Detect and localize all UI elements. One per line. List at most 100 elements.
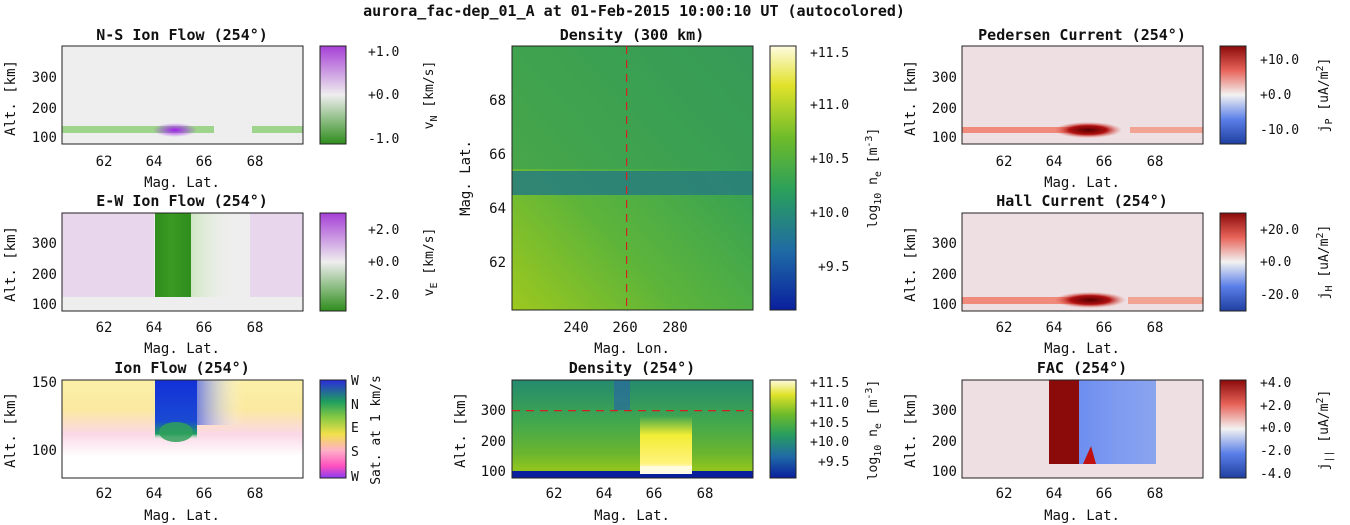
d254-panel-title: Density (254°) — [569, 359, 695, 377]
ew-xtick-label: 66 — [196, 320, 213, 336]
ew-ytick-label: 200 — [32, 267, 57, 283]
d300-cbar-tick: +9.5 — [818, 260, 849, 275]
fac-panel: FAC (254°) Alt. [km] Mag. Lat. 100 200 3… — [903, 359, 1335, 524]
hall-ytick-label: 200 — [932, 267, 957, 283]
d300-cbar-tick: +11.5 — [810, 46, 849, 61]
d254-xtick-label: 66 — [646, 486, 663, 502]
d254-xtick-label: 64 — [596, 486, 613, 502]
ew-xtick-label: 68 — [247, 320, 264, 336]
ew-xtick-label: 64 — [146, 320, 163, 336]
d254-cbar-tick: +10.0 — [810, 435, 849, 450]
flow-cbar-tick: S — [351, 445, 359, 460]
ew-ion-flow-panel: E-W Ion Flow (254°) Alt. [km] Mag. Lat. … — [3, 192, 440, 357]
fac-red-column — [1049, 380, 1079, 464]
ped-ylabel: Alt. [km] — [903, 60, 919, 136]
ns-ytick-label: 100 — [32, 130, 57, 146]
ew-green-column — [155, 213, 191, 297]
ns-cbar-tick: +1.0 — [368, 45, 399, 60]
ped-red-band-right — [1130, 127, 1203, 133]
d254-ytick-label: 300 — [481, 403, 506, 419]
ew-cbar-tick: -2.0 — [368, 288, 399, 303]
d254-bottom-bright — [640, 466, 692, 474]
ped-cbar-tick: +10.0 — [1260, 53, 1299, 68]
hall-cbar-tick: +20.0 — [1260, 223, 1299, 238]
hall-xtick-label: 64 — [1046, 320, 1063, 336]
d300-colorbar — [769, 45, 797, 311]
fac-ytick-label: 200 — [932, 434, 957, 450]
ped-ytick-label: 200 — [932, 101, 957, 117]
fac-colorbar — [1219, 379, 1247, 479]
d254-cbar-tick: +9.5 — [818, 455, 849, 470]
hall-ylabel: Alt. [km] — [903, 226, 919, 302]
flow-green-tail — [159, 422, 193, 442]
hall-current-panel: Hall Current (254°) Alt. [km] Mag. Lat. … — [903, 192, 1335, 357]
ns-xtick-label: 64 — [146, 154, 163, 170]
ped-cbar-tick: +0.0 — [1260, 88, 1291, 103]
d254-cbar-label: log10 ne [m-3] — [864, 380, 884, 481]
ns-panel-title: N-S Ion Flow (254°) — [96, 26, 268, 44]
d300-panel-title: Density (300 km) — [560, 26, 705, 44]
ns-ytick-label: 300 — [32, 70, 57, 86]
d300-xtick-label: 260 — [612, 320, 637, 336]
d300-plot-frame — [511, 45, 754, 311]
fac-xtick-label: 62 — [996, 486, 1013, 502]
d300-upper-region — [512, 46, 753, 169]
ns-ion-flow-panel: N-S Ion Flow (254°) Alt. [km] Mag. Lat. … — [3, 26, 440, 191]
d254-plot-frame — [511, 379, 754, 479]
flow-ytick-label: 150 — [32, 375, 57, 391]
d254-yellow-column — [640, 416, 692, 471]
d254-cbar-tick: +10.5 — [810, 416, 849, 431]
d254-plot-background — [512, 380, 753, 478]
d300-cbar-label: log10 ne [m-3] — [864, 128, 884, 229]
density-300km-panel: Density (300 km) Mag. Lat. Mag. Lon. 62 … — [458, 26, 884, 357]
hall-cbar-tick: +0.0 — [1260, 255, 1291, 270]
flow-cbar-tick: W — [351, 470, 359, 485]
hall-colorbar — [1219, 212, 1247, 312]
flow-xtick-label: 64 — [146, 486, 163, 502]
flow-ytick-label: 100 — [32, 443, 57, 459]
density-254-panel: Density (254°) Alt. [km] Mag. Lat. 100 2… — [453, 359, 884, 524]
fac-panel-title: FAC (254°) — [1037, 359, 1127, 377]
hall-core — [1054, 292, 1126, 308]
d254-cbar-tick: +11.0 — [810, 396, 849, 411]
d254-xlabel: Mag. Lat. — [594, 508, 670, 524]
d300-xtick-label: 280 — [662, 320, 687, 336]
hall-red-band-left — [962, 297, 1078, 304]
ped-plot-frame — [961, 45, 1204, 145]
ns-ylabel: Alt. [km] — [3, 60, 19, 136]
d300-cbar-tick: +10.0 — [810, 206, 849, 221]
hall-xtick-label: 66 — [1096, 320, 1113, 336]
d300-cbar-tick: +10.5 — [810, 152, 849, 167]
d300-xlabel: Mag. Lon. — [594, 341, 670, 357]
flow-blue-fade — [197, 380, 243, 425]
flow-colorbar — [319, 379, 347, 479]
ns-gap — [214, 126, 252, 133]
d300-ytick-label: 64 — [489, 201, 506, 217]
ped-xlabel: Mag. Lat. — [1044, 175, 1120, 191]
d300-ytick-label: 62 — [489, 255, 506, 271]
flow-plot-frame — [61, 379, 304, 479]
d254-ylabel: Alt. [km] — [453, 392, 469, 468]
d300-ytick-label: 68 — [489, 93, 506, 109]
ew-xtick-label: 62 — [96, 320, 113, 336]
ns-plot-frame — [61, 45, 304, 145]
hall-xtick-label: 62 — [996, 320, 1013, 336]
d300-ytick-label: 66 — [489, 147, 506, 163]
ped-xtick-label: 64 — [1046, 154, 1063, 170]
flow-cbar-tick: E — [351, 421, 359, 436]
ns-xlabel: Mag. Lat. — [144, 175, 220, 191]
ew-cbar-tick: +2.0 — [368, 223, 399, 238]
ped-xtick-label: 66 — [1096, 154, 1113, 170]
d254-colorbar — [769, 379, 797, 479]
flow-cbar-tick: N — [351, 398, 359, 413]
ew-violet-right — [250, 213, 303, 297]
flow-xtick-label: 68 — [247, 486, 264, 502]
ew-ylabel: Alt. [km] — [3, 226, 19, 302]
d254-blue-plume — [614, 380, 630, 410]
ns-colorbar — [319, 45, 347, 145]
fac-ytick-label: 300 — [932, 403, 957, 419]
ew-cbar-tick: +0.0 — [368, 255, 399, 270]
fac-xlabel: Mag. Lat. — [1044, 508, 1120, 524]
d300-xtick-label: 240 — [563, 320, 588, 336]
